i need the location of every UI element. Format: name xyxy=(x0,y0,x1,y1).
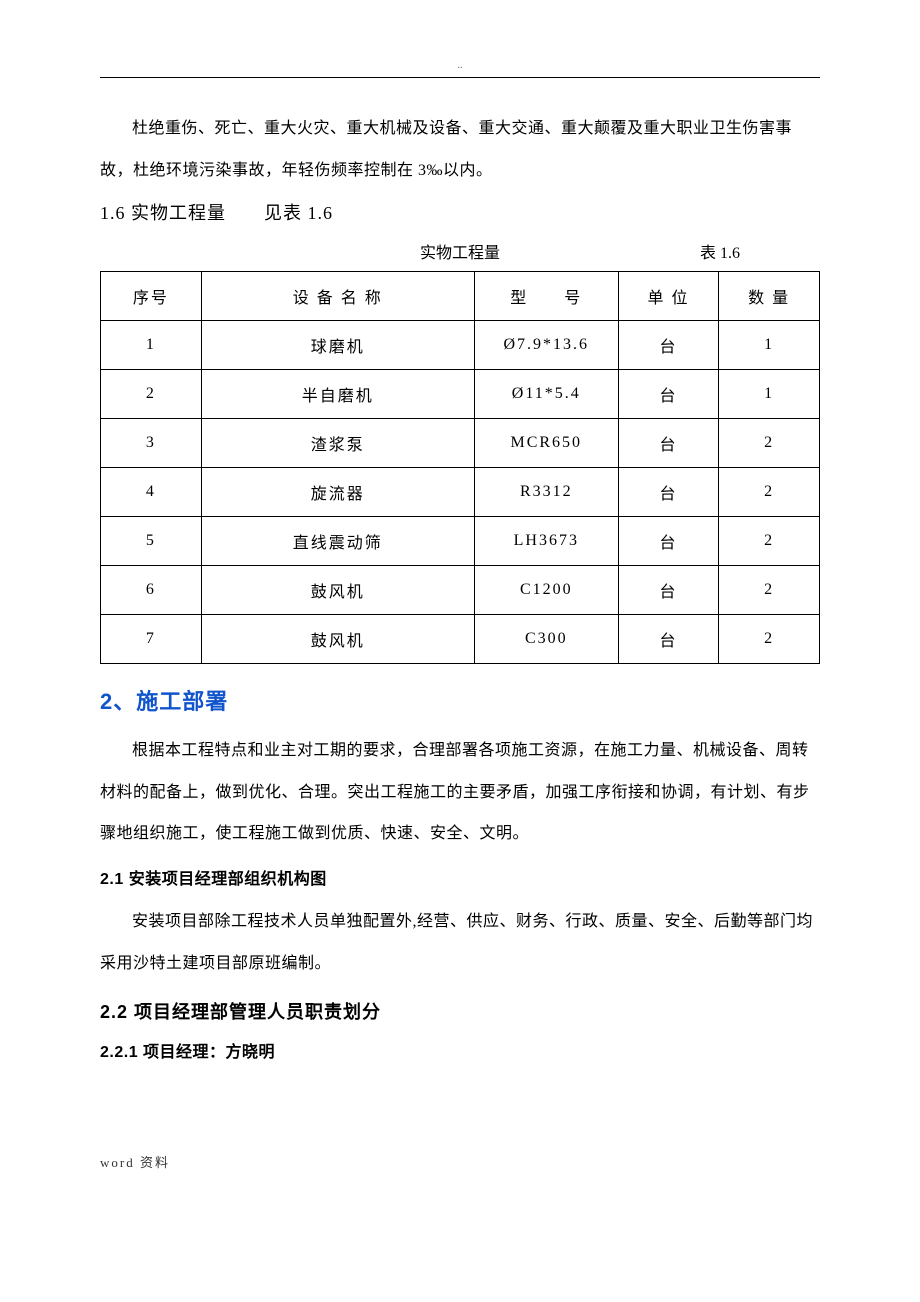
cell-unit: 台 xyxy=(618,321,719,370)
footer-text: word 资料 xyxy=(100,1152,820,1171)
cell-name: 旋流器 xyxy=(201,468,474,517)
table-title: 实物工程量 xyxy=(100,239,700,263)
table-row: 7 鼓风机 C300 台 2 xyxy=(101,615,820,664)
cell-qty: 1 xyxy=(719,321,820,370)
section-2-1-heading: 2.1 安装项目经理部组织机构图 xyxy=(100,865,820,889)
th-qty: 数 量 xyxy=(719,272,820,321)
cell-model: C1200 xyxy=(474,566,618,615)
cell-name: 鼓风机 xyxy=(201,566,474,615)
th-seq: 序号 xyxy=(101,272,202,321)
cell-qty: 2 xyxy=(719,468,820,517)
cell-name: 球磨机 xyxy=(201,321,474,370)
table-header-row: 序号 设 备 名 称 型 号 单 位 数 量 xyxy=(101,272,820,321)
section-2-1-paragraph: 安装项目部除工程技术人员单独配置外,经营、供应、财务、行政、质量、安全、后勤等部… xyxy=(100,901,820,984)
cell-qty: 2 xyxy=(719,566,820,615)
cell-model: Ø11*5.4 xyxy=(474,370,618,419)
cell-qty: 2 xyxy=(719,419,820,468)
cell-unit: 台 xyxy=(618,517,719,566)
section-2-paragraph: 根据本工程特点和业主对工期的要求，合理部署各项施工资源，在施工力量、机械设备、周… xyxy=(100,730,820,855)
table-body: 1 球磨机 Ø7.9*13.6 台 1 2 半自磨机 Ø11*5.4 台 1 3… xyxy=(101,321,820,664)
cell-seq: 3 xyxy=(101,419,202,468)
table-row: 1 球磨机 Ø7.9*13.6 台 1 xyxy=(101,321,820,370)
table-title-row: 实物工程量 表 1.6 xyxy=(100,239,820,263)
th-unit: 单 位 xyxy=(618,272,719,321)
table-row: 5 直线震动筛 LH3673 台 2 xyxy=(101,517,820,566)
page-marker: .. xyxy=(100,60,820,71)
cell-model: C300 xyxy=(474,615,618,664)
cell-name: 直线震动筛 xyxy=(201,517,474,566)
intro-paragraph: 杜绝重伤、死亡、重大火灾、重大机械及设备、重大交通、重大颠覆及重大职业卫生伤害事… xyxy=(100,108,820,191)
cell-name: 半自磨机 xyxy=(201,370,474,419)
table-row: 4 旋流器 R3312 台 2 xyxy=(101,468,820,517)
section-2-2-1-heading: 2.2.1 项目经理：方晓明 xyxy=(100,1038,820,1062)
th-name: 设 备 名 称 xyxy=(201,272,474,321)
cell-unit: 台 xyxy=(618,615,719,664)
cell-qty: 1 xyxy=(719,370,820,419)
table-row: 2 半自磨机 Ø11*5.4 台 1 xyxy=(101,370,820,419)
cell-seq: 4 xyxy=(101,468,202,517)
cell-qty: 2 xyxy=(719,517,820,566)
cell-name: 鼓风机 xyxy=(201,615,474,664)
cell-model: R3312 xyxy=(474,468,618,517)
th-model: 型 号 xyxy=(474,272,618,321)
cell-unit: 台 xyxy=(618,370,719,419)
cell-seq: 6 xyxy=(101,566,202,615)
cell-model: LH3673 xyxy=(474,517,618,566)
cell-unit: 台 xyxy=(618,468,719,517)
table-row: 6 鼓风机 C1200 台 2 xyxy=(101,566,820,615)
cell-model: MCR650 xyxy=(474,419,618,468)
cell-seq: 7 xyxy=(101,615,202,664)
top-horizontal-rule xyxy=(100,77,820,78)
cell-unit: 台 xyxy=(618,419,719,468)
cell-seq: 2 xyxy=(101,370,202,419)
cell-seq: 5 xyxy=(101,517,202,566)
cell-model: Ø7.9*13.6 xyxy=(474,321,618,370)
table-label: 表 1.6 xyxy=(700,239,820,263)
table-row: 3 渣浆泵 MCR650 台 2 xyxy=(101,419,820,468)
cell-unit: 台 xyxy=(618,566,719,615)
cell-qty: 2 xyxy=(719,615,820,664)
cell-seq: 1 xyxy=(101,321,202,370)
section-1-6-heading: 1.6 实物工程量 见表 1.6 xyxy=(100,199,820,225)
cell-name: 渣浆泵 xyxy=(201,419,474,468)
section-2-2-heading: 2.2 项目经理部管理人员职责划分 xyxy=(100,998,820,1024)
equipment-table: 序号 设 备 名 称 型 号 单 位 数 量 1 球磨机 Ø7.9*13.6 台… xyxy=(100,271,820,664)
section-2-heading: 2、施工部署 xyxy=(100,684,820,716)
